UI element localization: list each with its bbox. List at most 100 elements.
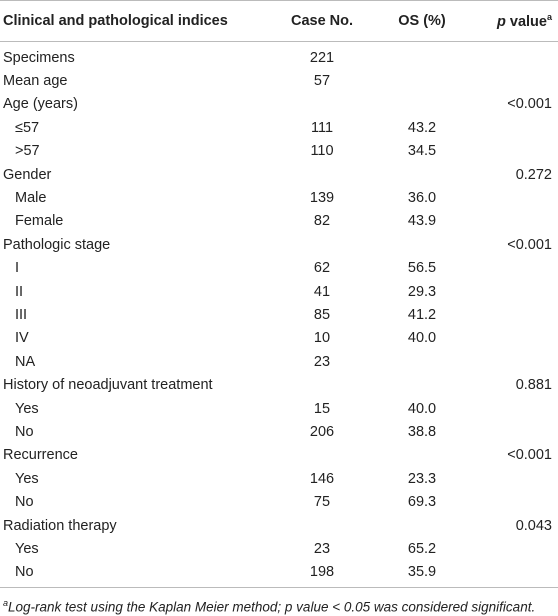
header-cell: Case No. xyxy=(268,0,376,42)
table-row: Yes 15 40.0 xyxy=(0,397,558,420)
table-cell xyxy=(468,467,558,490)
table-cell: 206 xyxy=(309,423,335,440)
table-row: Gender 0.272 xyxy=(0,163,558,186)
table-cell xyxy=(468,350,558,373)
header-cell: OS (%) xyxy=(376,0,468,42)
table-cell: 110 xyxy=(310,143,334,160)
header-text: value xyxy=(505,13,547,30)
table-cell: 65.2 xyxy=(407,540,437,557)
table-cell xyxy=(468,420,558,443)
table-body: Specimens 221 Mean age 57 Age (years) <0.001 ≤… xyxy=(0,42,558,588)
table-cell: 111 xyxy=(310,119,334,136)
table-cell: I xyxy=(15,260,20,277)
header-cell: Clinical and pathological indices xyxy=(0,0,268,42)
table-row: >57 110 34.5 xyxy=(0,140,558,163)
table-cell: Specimens xyxy=(3,49,75,66)
table-cell: 57 xyxy=(313,73,331,90)
table-cell: 35.9 xyxy=(376,560,468,588)
table-cell xyxy=(468,140,558,163)
header-italic: p xyxy=(497,13,506,30)
table-cell: II xyxy=(15,283,24,300)
table-row: IV 10 40.0 xyxy=(0,327,558,350)
table-cell xyxy=(268,514,376,537)
header-cell: p valuea xyxy=(468,0,558,42)
table-cell xyxy=(268,444,376,467)
table-cell: 69.3 xyxy=(407,494,437,511)
table-cell: <0.001 xyxy=(507,447,552,464)
table-cell: No xyxy=(15,494,34,511)
table-cell xyxy=(376,42,468,70)
footnote: aLog-rank test using the Kaplan Meier me… xyxy=(0,588,558,616)
table-cell xyxy=(376,163,468,186)
table-row: Recurrence <0.001 xyxy=(0,444,558,467)
table-cell: 146 xyxy=(309,470,335,487)
table-cell: 10 xyxy=(313,330,331,347)
table-cell xyxy=(468,303,558,326)
table-row: Male 139 36.0 xyxy=(0,186,558,209)
table-cell: 85 xyxy=(313,306,331,323)
table-row: Yes 146 23.3 xyxy=(0,467,558,490)
table-cell: 198 xyxy=(268,560,376,588)
table-cell: Yes xyxy=(15,470,39,487)
table-header: Clinical and pathological indices Case No… xyxy=(0,0,558,42)
table-cell xyxy=(376,514,468,537)
table-cell: 15 xyxy=(313,400,331,417)
table-row: History of neoadjuvant treatment 0.881 xyxy=(0,373,558,396)
table-row: NA 23 xyxy=(0,350,558,373)
table-cell xyxy=(376,373,468,396)
table-cell: 82 xyxy=(313,213,331,230)
table-cell: >57 xyxy=(15,143,40,160)
table-cell: 41.2 xyxy=(407,306,437,323)
table-cell xyxy=(468,490,558,513)
table-cell: 221 xyxy=(309,49,335,66)
table-cell: <0.001 xyxy=(507,236,552,253)
table-cell: 43.9 xyxy=(407,213,437,230)
table-row: Radiation therapy 0.043 xyxy=(0,514,558,537)
table-cell: 23 xyxy=(313,540,331,557)
table-row: ≤57 111 43.2 xyxy=(0,116,558,139)
table-cell: 23.3 xyxy=(407,470,437,487)
table-cell: Yes xyxy=(15,540,39,557)
table-cell: ≤57 xyxy=(15,119,40,136)
header-row: Clinical and pathological indices Case No… xyxy=(0,0,558,42)
table-cell: 0.272 xyxy=(515,166,552,183)
table-row: No 206 38.8 xyxy=(0,420,558,443)
table-cell: 34.5 xyxy=(407,143,437,160)
table-cell xyxy=(468,257,558,280)
table-cell: Female xyxy=(15,213,64,230)
table-cell: III xyxy=(15,306,28,323)
table-cell xyxy=(376,350,468,373)
table-cell: 0.043 xyxy=(515,517,552,534)
table-cell xyxy=(468,116,558,139)
table-cell: 41 xyxy=(313,283,331,300)
table-cell: History of neoadjuvant treatment xyxy=(3,377,213,394)
table-row: Mean age 57 xyxy=(0,69,558,92)
table-cell xyxy=(468,560,558,588)
table-cell xyxy=(468,186,558,209)
table-row: Age (years) <0.001 xyxy=(0,93,558,116)
footnote-text: Log-rank test using the Kaplan Meier met… xyxy=(8,599,536,615)
table-cell: 40.0 xyxy=(407,330,437,347)
table-cell: <0.001 xyxy=(507,96,552,113)
table-row: Female 82 43.9 xyxy=(0,210,558,233)
table-cell: NA xyxy=(15,353,36,370)
table-cell xyxy=(376,444,468,467)
table-cell: 23 xyxy=(313,353,331,370)
table-row: III 85 41.2 xyxy=(0,303,558,326)
table-cell: Mean age xyxy=(3,73,68,90)
table-row: Yes 23 65.2 xyxy=(0,537,558,560)
table-cell: 139 xyxy=(309,190,335,207)
table-cell xyxy=(268,233,376,256)
table-cell xyxy=(468,327,558,350)
data-table: Clinical and pathological indices Case No… xyxy=(0,0,558,588)
table-cell xyxy=(468,397,558,420)
table-cell: 0.881 xyxy=(515,377,552,394)
table-cell xyxy=(268,93,376,116)
table-cell: Yes xyxy=(15,400,39,417)
table-cell: 62 xyxy=(313,260,331,277)
table-cell: IV xyxy=(15,330,29,347)
table-cell: Male xyxy=(15,190,47,207)
table-cell xyxy=(268,373,376,396)
table-cell: 36.0 xyxy=(407,190,437,207)
table-cell: Radiation therapy xyxy=(3,517,117,534)
